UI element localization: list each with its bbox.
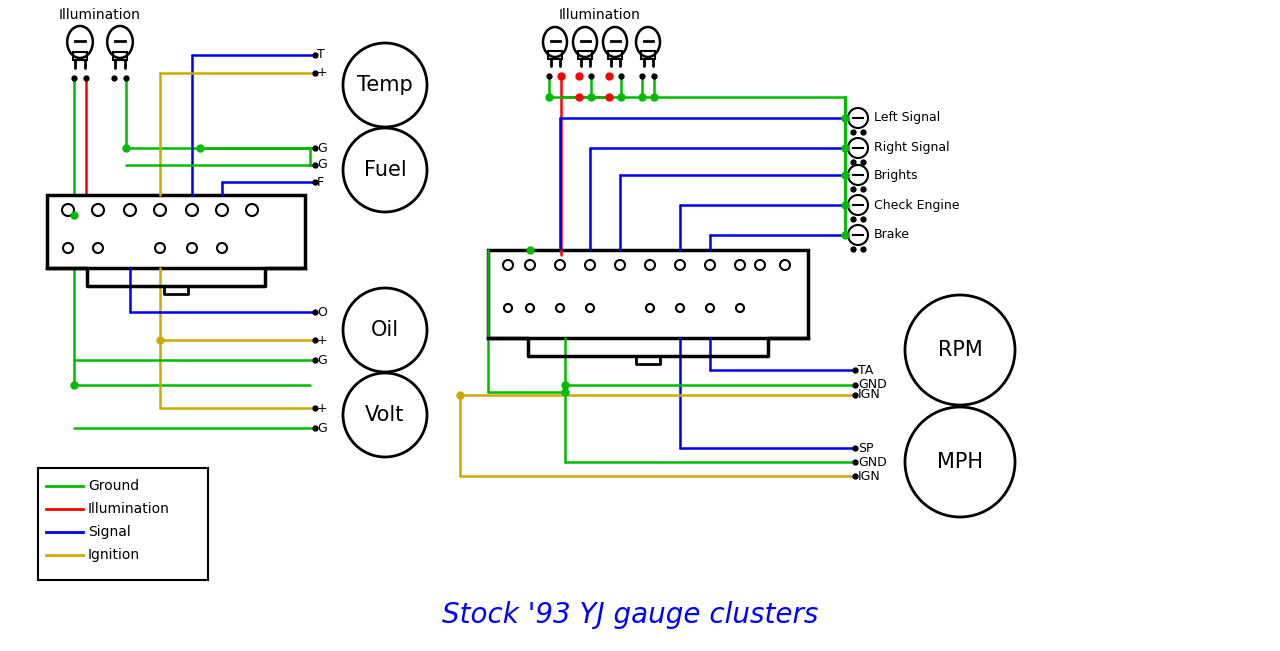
Text: Brake: Brake	[874, 229, 910, 242]
Text: Left Signal: Left Signal	[874, 111, 941, 124]
Text: Right Signal: Right Signal	[874, 141, 950, 154]
Text: Illumination: Illumination	[559, 8, 641, 22]
Text: TA: TA	[858, 363, 873, 376]
Text: Stock '93 YJ gauge clusters: Stock '93 YJ gauge clusters	[442, 601, 818, 629]
Bar	[73, 51, 87, 60]
Text: +: +	[317, 66, 328, 79]
Text: G: G	[317, 353, 326, 367]
Text: Ground: Ground	[88, 479, 140, 493]
Text: G: G	[317, 158, 326, 171]
Text: MPH: MPH	[937, 452, 983, 472]
Text: +: +	[317, 333, 328, 346]
Text: Fuel: Fuel	[364, 160, 406, 180]
Text: Signal: Signal	[88, 525, 131, 539]
Text: F: F	[317, 176, 324, 189]
Bar	[113, 51, 127, 60]
Bar	[641, 51, 655, 59]
Text: Illumination: Illumination	[88, 502, 170, 516]
Bar	[608, 51, 622, 59]
Text: T: T	[317, 49, 325, 61]
Text: GND: GND	[858, 378, 887, 391]
Bar	[38, 468, 207, 580]
Text: O: O	[317, 305, 326, 318]
Text: Temp: Temp	[357, 75, 413, 95]
Bar	[548, 51, 562, 59]
Bar	[579, 51, 591, 59]
Text: Oil: Oil	[371, 320, 399, 340]
Text: +: +	[317, 402, 328, 415]
Bar	[488, 250, 808, 338]
Text: Ignition: Ignition	[88, 548, 140, 562]
Text: G: G	[317, 141, 326, 154]
Text: IGN: IGN	[858, 389, 881, 402]
Text: SP: SP	[858, 441, 873, 454]
Text: RPM: RPM	[938, 340, 982, 360]
Text: Volt: Volt	[365, 405, 404, 425]
Bar	[47, 195, 305, 268]
Text: Illumination: Illumination	[59, 8, 141, 22]
Text: Check Engine: Check Engine	[874, 199, 960, 212]
Text: IGN: IGN	[858, 469, 881, 482]
Text: Brights: Brights	[874, 169, 919, 182]
Text: GND: GND	[858, 456, 887, 469]
Text: G: G	[317, 421, 326, 434]
